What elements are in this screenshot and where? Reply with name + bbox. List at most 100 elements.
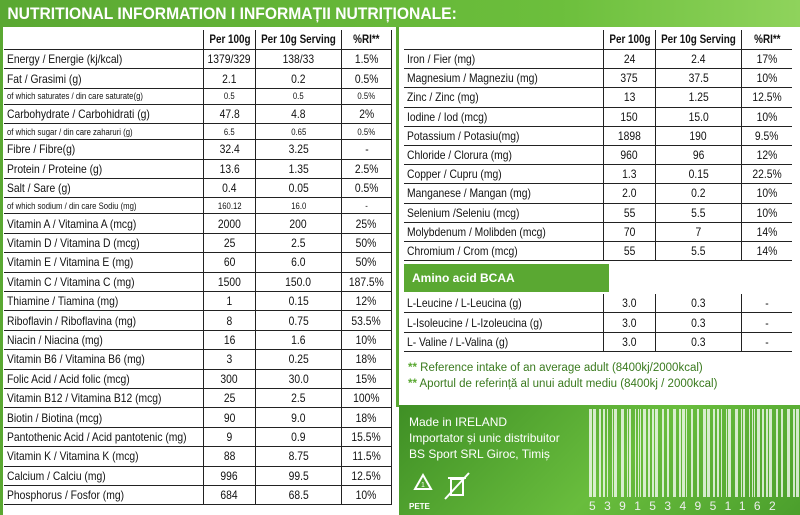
barcode-stripe: [627, 409, 628, 497]
cell-text: 0.25: [288, 352, 309, 367]
value-cell: -: [742, 294, 792, 312]
barcode-stripe: [757, 409, 760, 497]
cell-text: 4.8: [291, 106, 306, 121]
amino-heading: Amino acid BCAA: [404, 264, 609, 292]
value-cell: 12%: [742, 146, 792, 164]
cell-text: 7: [695, 224, 702, 239]
barcode-stripe: [667, 409, 669, 497]
value-cell: 37.5: [656, 69, 742, 88]
table-row: Riboflavin / Riboflavina (mg) 8 0.75 53.5%: [4, 311, 392, 331]
value-cell: 0.5: [204, 88, 256, 104]
value-cell: 0.25: [256, 350, 342, 369]
barcode-stripe: [735, 409, 738, 497]
value-cell: 0.9: [256, 427, 342, 447]
cell-text: 0.5%: [357, 91, 376, 102]
name-cell: Selenium /Seleniu (mcg): [404, 203, 604, 222]
barcode-stripe: [648, 409, 650, 497]
barcode-stripe: [607, 409, 608, 497]
table-row: Iron / Fier (mg) 24 2.4 17%: [404, 50, 792, 70]
value-cell: 960: [604, 146, 656, 165]
value-cell: 10%: [742, 184, 792, 202]
barcode-stripe: [769, 409, 772, 497]
value-cell: 0.75: [256, 311, 342, 330]
cell-text: 0.05: [288, 181, 309, 196]
value-cell: 190: [656, 126, 742, 145]
cell-text: 16: [223, 332, 236, 347]
cell-text: Vitamin K / Vitamina K (mcg): [7, 449, 139, 464]
cell-text: 100%: [353, 391, 380, 406]
cell-text: 99.5: [288, 468, 309, 483]
barcode-stripe: [655, 409, 658, 497]
barcode-stripe: [752, 409, 753, 497]
value-cell: 1.25: [656, 88, 742, 107]
cell-text: 2.5: [291, 391, 306, 406]
barcode-stripe: [638, 409, 639, 497]
cell-text: 0.65: [290, 126, 307, 137]
cell-text: Potassium / Potasiu(mg): [407, 128, 520, 143]
value-cell: 15%: [342, 369, 392, 388]
value-cell: 100%: [342, 389, 392, 408]
cell-text: 1: [226, 294, 233, 309]
cell-text: 10%: [356, 488, 377, 503]
cell-text: 1.3: [622, 167, 637, 182]
value-cell: 3.25: [256, 140, 342, 159]
value-cell: 0.2: [656, 184, 742, 203]
barcode-stripe: [728, 409, 731, 497]
barcode-stripe: [726, 409, 727, 497]
value-cell: 0.15: [256, 292, 342, 311]
name-cell: Vitamin E / Vitamina E (mg): [4, 253, 204, 272]
origin-line: Importator și unic distribuitor: [409, 431, 560, 445]
barcode-stripe: [721, 409, 722, 497]
recycle-label: PETE: [409, 502, 430, 511]
cell-text: Thiamine / Tiamina (mg): [7, 294, 119, 309]
name-cell: Carbohydrate / Carbohidrati (g): [4, 104, 204, 124]
barcode-stripe: [717, 409, 719, 497]
cell-text: of which saturates / din care saturate(g…: [7, 91, 143, 102]
cell-text: Carbohydrate / Carbohidrati (g): [7, 106, 150, 121]
value-cell: 5.5: [656, 203, 742, 222]
cell-text: Per 100g: [208, 33, 251, 46]
barcode-stripe: [713, 409, 715, 497]
left-stripe: [0, 27, 3, 515]
name-cell: Vitamin D / Vitamina D (mcg): [4, 233, 204, 253]
value-cell: 300: [204, 369, 256, 388]
cell-text: Copper / Cupru (mg): [407, 167, 502, 182]
value-cell: 1.3: [604, 165, 656, 184]
cell-text: Protein / Proteine (g): [7, 161, 103, 176]
table-row: Vitamin D / Vitamina D (mcg) 25 2.5 50%: [4, 233, 392, 254]
cell-text: 18%: [356, 410, 377, 425]
table-row: of which sugar / din care zaharuri (g) 6.…: [4, 124, 392, 141]
barcode-stripe: [629, 409, 631, 497]
name-cell: Niacin / Niacina (mg): [4, 330, 204, 350]
barcode-stripe: [640, 409, 641, 497]
cell-text: 0.3: [691, 334, 706, 349]
cell-text: 0.4: [222, 181, 237, 196]
cell-text: -: [765, 315, 769, 330]
footnote-text: Aportul de referință al unui adult mediu…: [419, 378, 718, 390]
cell-text: 0.5%: [357, 126, 376, 137]
cell-text: Per 10g Serving: [261, 33, 336, 46]
value-cell: 2.5: [256, 389, 342, 408]
name-cell: Vitamin B6 / Vitamina B6 (mg): [4, 350, 204, 369]
table-row: Vitamin B12 / Vitamina B12 (mcg) 25 2.5 100…: [4, 389, 392, 409]
cell-text: Molybdenum / Molibden (mcg): [407, 224, 546, 239]
value-cell: 2%: [342, 104, 392, 124]
cell-text: 300: [220, 371, 239, 386]
name-cell: Calcium / Calciu (mg): [4, 466, 204, 485]
value-cell: %RI**: [342, 30, 392, 49]
cell-text: 10%: [756, 109, 778, 124]
barcode-stripe: [603, 409, 605, 497]
value-cell: 2.0: [604, 184, 656, 203]
name-cell: [404, 30, 604, 49]
value-cell: Per 10g Serving: [256, 30, 342, 49]
cell-text: 1379/329: [207, 52, 252, 67]
value-cell: 88: [204, 447, 256, 466]
value-cell: 3.0: [604, 294, 656, 313]
name-cell: Chloride / Clorura (mg): [404, 146, 604, 165]
name-cell: Phosphorus / Fosfor (mg): [4, 486, 204, 505]
footnote: ** Aportul de referință al unui adult me…: [408, 378, 717, 390]
origin-line: Made in IRELAND: [409, 415, 508, 429]
table-row: Per 100g Per 10g Serving %RI**: [404, 30, 792, 50]
barcode-stripe: [781, 409, 783, 497]
